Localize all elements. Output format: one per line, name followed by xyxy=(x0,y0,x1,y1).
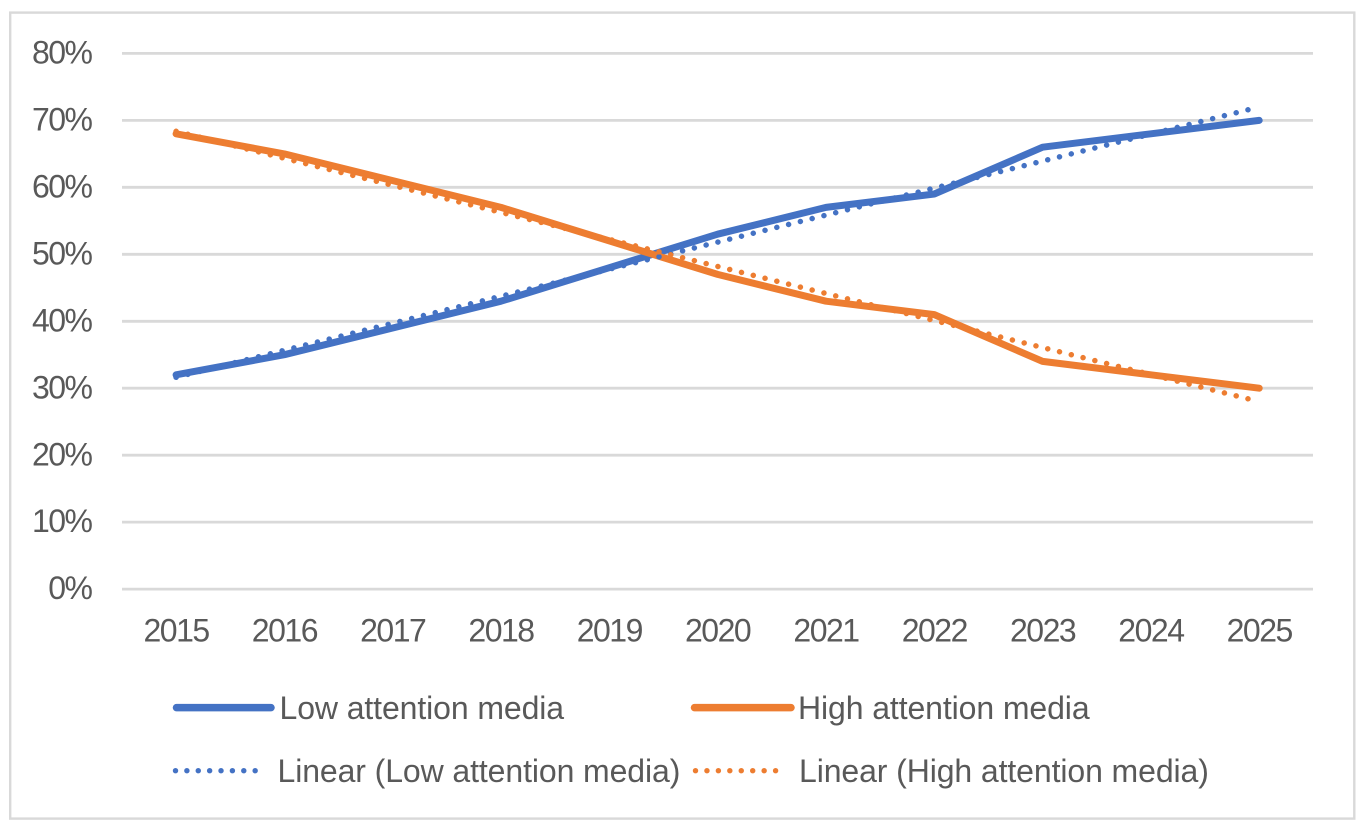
svg-text:Linear (Low attention media): Linear (Low attention media) xyxy=(278,753,681,789)
svg-text:60%: 60% xyxy=(32,168,93,204)
svg-text:2017: 2017 xyxy=(360,612,426,648)
svg-text:40%: 40% xyxy=(32,302,93,338)
svg-text:2024: 2024 xyxy=(1118,612,1184,648)
svg-text:2020: 2020 xyxy=(685,612,751,648)
svg-text:2015: 2015 xyxy=(144,612,210,648)
svg-text:10%: 10% xyxy=(32,503,93,539)
svg-text:2019: 2019 xyxy=(577,612,643,648)
svg-text:0%: 0% xyxy=(48,570,92,606)
svg-text:2021: 2021 xyxy=(793,612,859,648)
svg-text:Low attention media: Low attention media xyxy=(280,690,565,726)
svg-text:High attention media: High attention media xyxy=(798,690,1090,726)
svg-text:2025: 2025 xyxy=(1227,612,1293,648)
svg-text:2022: 2022 xyxy=(902,612,968,648)
svg-text:2018: 2018 xyxy=(468,612,534,648)
svg-text:Linear (High attention media): Linear (High attention media) xyxy=(799,753,1209,789)
svg-text:30%: 30% xyxy=(32,369,93,405)
svg-text:20%: 20% xyxy=(32,436,93,472)
svg-text:70%: 70% xyxy=(32,102,93,138)
svg-text:2023: 2023 xyxy=(1010,612,1076,648)
svg-text:2016: 2016 xyxy=(252,612,318,648)
svg-text:50%: 50% xyxy=(32,235,93,271)
svg-text:80%: 80% xyxy=(32,35,93,71)
